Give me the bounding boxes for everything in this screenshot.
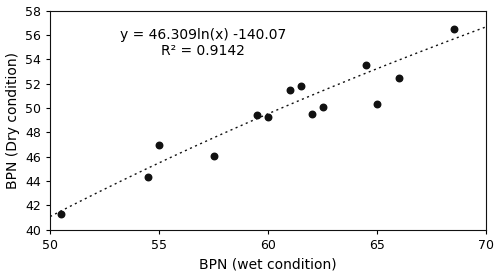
Text: y = 46.309ln(x) -140.07
R² = 0.9142: y = 46.309ln(x) -140.07 R² = 0.9142 (120, 28, 286, 58)
Point (264, 114, 272, 119)
Point (297, 84, 305, 88)
Point (374, 102, 382, 107)
Point (286, 88, 294, 92)
Point (57, 212, 65, 216)
Point (450, 27, 458, 31)
Point (395, 75, 403, 80)
Point (254, 113, 262, 117)
Point (362, 63, 370, 68)
Point (155, 142, 163, 147)
Point (319, 105, 327, 109)
Point (308, 112, 316, 116)
Point (144, 175, 152, 180)
Y-axis label: BPN (Dry condition): BPN (Dry condition) (6, 52, 20, 189)
X-axis label: BPN (wet condition): BPN (wet condition) (200, 257, 337, 271)
Point (210, 153, 218, 158)
